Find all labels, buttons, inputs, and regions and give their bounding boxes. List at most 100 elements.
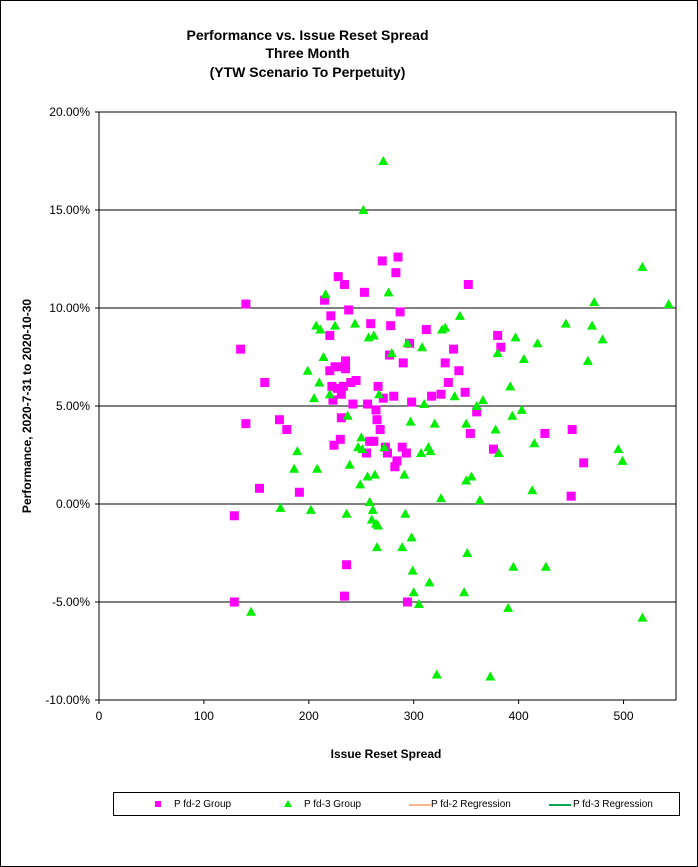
chart-title-line-1: Performance vs. Issue Reset Spread <box>186 27 429 43</box>
pfd3-data-point <box>431 669 442 679</box>
chart-title-line-3: (YTW Scenario To Perpetuity) <box>209 64 406 80</box>
pfd3-data-point <box>246 606 257 616</box>
pfd2-data-point <box>440 358 450 368</box>
pfd3-data-point <box>372 542 383 552</box>
pfd2-data-point <box>407 397 417 407</box>
pfd2-data-point <box>460 387 470 397</box>
x-tick-label: 300 <box>404 709 424 723</box>
y-tick-label: 5.00% <box>56 399 90 413</box>
pfd2-data-point <box>339 279 349 289</box>
pfd3-data-point <box>589 297 600 307</box>
pfd3-data-point <box>399 469 410 479</box>
pfd3-data-point <box>416 448 427 458</box>
pfd3-data-point <box>407 565 418 575</box>
pfd2-data-point <box>465 428 475 438</box>
x-tick-label: 400 <box>509 709 529 723</box>
pfd3-data-point <box>400 508 411 518</box>
pfd3-data-point <box>368 330 379 340</box>
pfd2-data-point <box>540 428 550 438</box>
pfd3-data-point <box>289 463 300 473</box>
pfd3-data-point <box>587 320 598 330</box>
pfd2-data-point <box>329 440 339 450</box>
pfd3-data-point <box>425 446 436 456</box>
pfd3-data-point <box>311 320 322 330</box>
pfd3-data-point <box>364 497 375 507</box>
pfd2-data-point <box>336 413 346 423</box>
pfd3-data-point <box>314 377 325 387</box>
y-tick-label: -10.00% <box>45 693 90 707</box>
pfd2-data-point <box>260 377 270 387</box>
legend-label-pfd3-group: P fd-3 Group <box>304 799 362 810</box>
pfd2-data-point <box>496 342 506 352</box>
pfd3-data-point <box>597 334 608 344</box>
pfd2-data-point <box>395 307 405 317</box>
pfd3-data-point <box>305 504 316 514</box>
pfd2-data-point <box>351 376 361 386</box>
pfd3-data-point <box>275 502 286 512</box>
y-tick-label: 15.00% <box>49 203 90 217</box>
pfd2-data-point <box>402 597 412 607</box>
pfd3-data-point <box>637 612 648 622</box>
pfd3-data-point <box>374 389 385 399</box>
pfd3-data-point <box>309 393 320 403</box>
pfd3-data-point <box>413 598 424 608</box>
pfd2-data-point <box>372 415 382 425</box>
pfd3-data-point <box>320 289 331 299</box>
y-tick-label: -5.00% <box>52 595 90 609</box>
pfd3-data-point <box>356 432 367 442</box>
pfd3-data-point <box>417 342 428 352</box>
pfd2-data-point <box>241 299 251 309</box>
pfd2-data-point <box>282 425 292 435</box>
pfd3-data-point <box>302 365 313 375</box>
axis-ticks: -10.00% -5.00% 0.00% 5.00% 10.00% 15.00% 20.00… <box>45 105 634 723</box>
y-axis-label: Performance, 2020-7-31 to 2020-10-30 <box>20 299 34 513</box>
pfd2-data-point <box>342 560 352 570</box>
pfd3-data-point <box>292 446 303 456</box>
pfd2-data-point <box>463 279 473 289</box>
pfd2-data-point <box>567 425 577 435</box>
pfd3-data-point <box>518 353 529 363</box>
legend-label-pfd2-regression: P fd-2 Regression <box>431 799 511 810</box>
pfd3-data-point <box>617 455 628 465</box>
pfd2-data-point <box>443 377 453 387</box>
pfd2-data-point <box>229 511 239 521</box>
pfd2-data-point <box>326 311 336 321</box>
pfd3-data-point <box>406 532 417 542</box>
pfd3-data-point <box>419 399 430 409</box>
pfd2-data-point <box>330 362 340 372</box>
pfd3-data-point <box>516 404 527 414</box>
pfd2-data-point <box>373 381 383 391</box>
pfd2-data-point <box>579 458 589 468</box>
y-tick-label: 20.00% <box>49 105 90 119</box>
pfd3-data-point <box>637 261 648 271</box>
pfd3-data-point <box>454 310 465 320</box>
pfd3-data-point <box>461 418 472 428</box>
pfd2-data-point <box>493 330 503 340</box>
pfd3-data-point <box>357 444 368 454</box>
pfd3-data-point <box>358 205 369 214</box>
pfd3-data-point <box>424 577 435 587</box>
pfd3-data-point <box>397 542 408 552</box>
pfd3-data-point <box>508 561 519 571</box>
pfd2-data-point <box>336 389 346 399</box>
pfd2-data-point <box>371 405 381 415</box>
pfd3-data-point <box>613 444 624 454</box>
pfd2-data-point <box>255 483 265 493</box>
pfd3-data-point <box>510 332 521 342</box>
pfd3-data-point <box>341 508 352 518</box>
pfd3-data-point <box>490 424 501 434</box>
pfd2-data-point <box>328 395 338 405</box>
pfd2-data-point <box>341 356 351 366</box>
x-tick-label: 0 <box>96 709 103 723</box>
pfd2-data-point <box>436 389 446 399</box>
pfd3-data-point <box>459 587 470 597</box>
y-tick-label: 0.00% <box>56 497 90 511</box>
pfd3-data-point <box>369 469 380 479</box>
pfd3-data-point <box>477 395 488 405</box>
pfd2-data-point <box>386 321 396 331</box>
chart-legend: P fd-2 Group P fd-3 Group P fd-2 Regress… <box>113 792 680 816</box>
pfd2-data-point <box>449 344 459 354</box>
pfd3-data-point <box>436 493 447 503</box>
pfd2-data-point <box>359 287 369 297</box>
pfd2-data-point <box>335 434 345 444</box>
